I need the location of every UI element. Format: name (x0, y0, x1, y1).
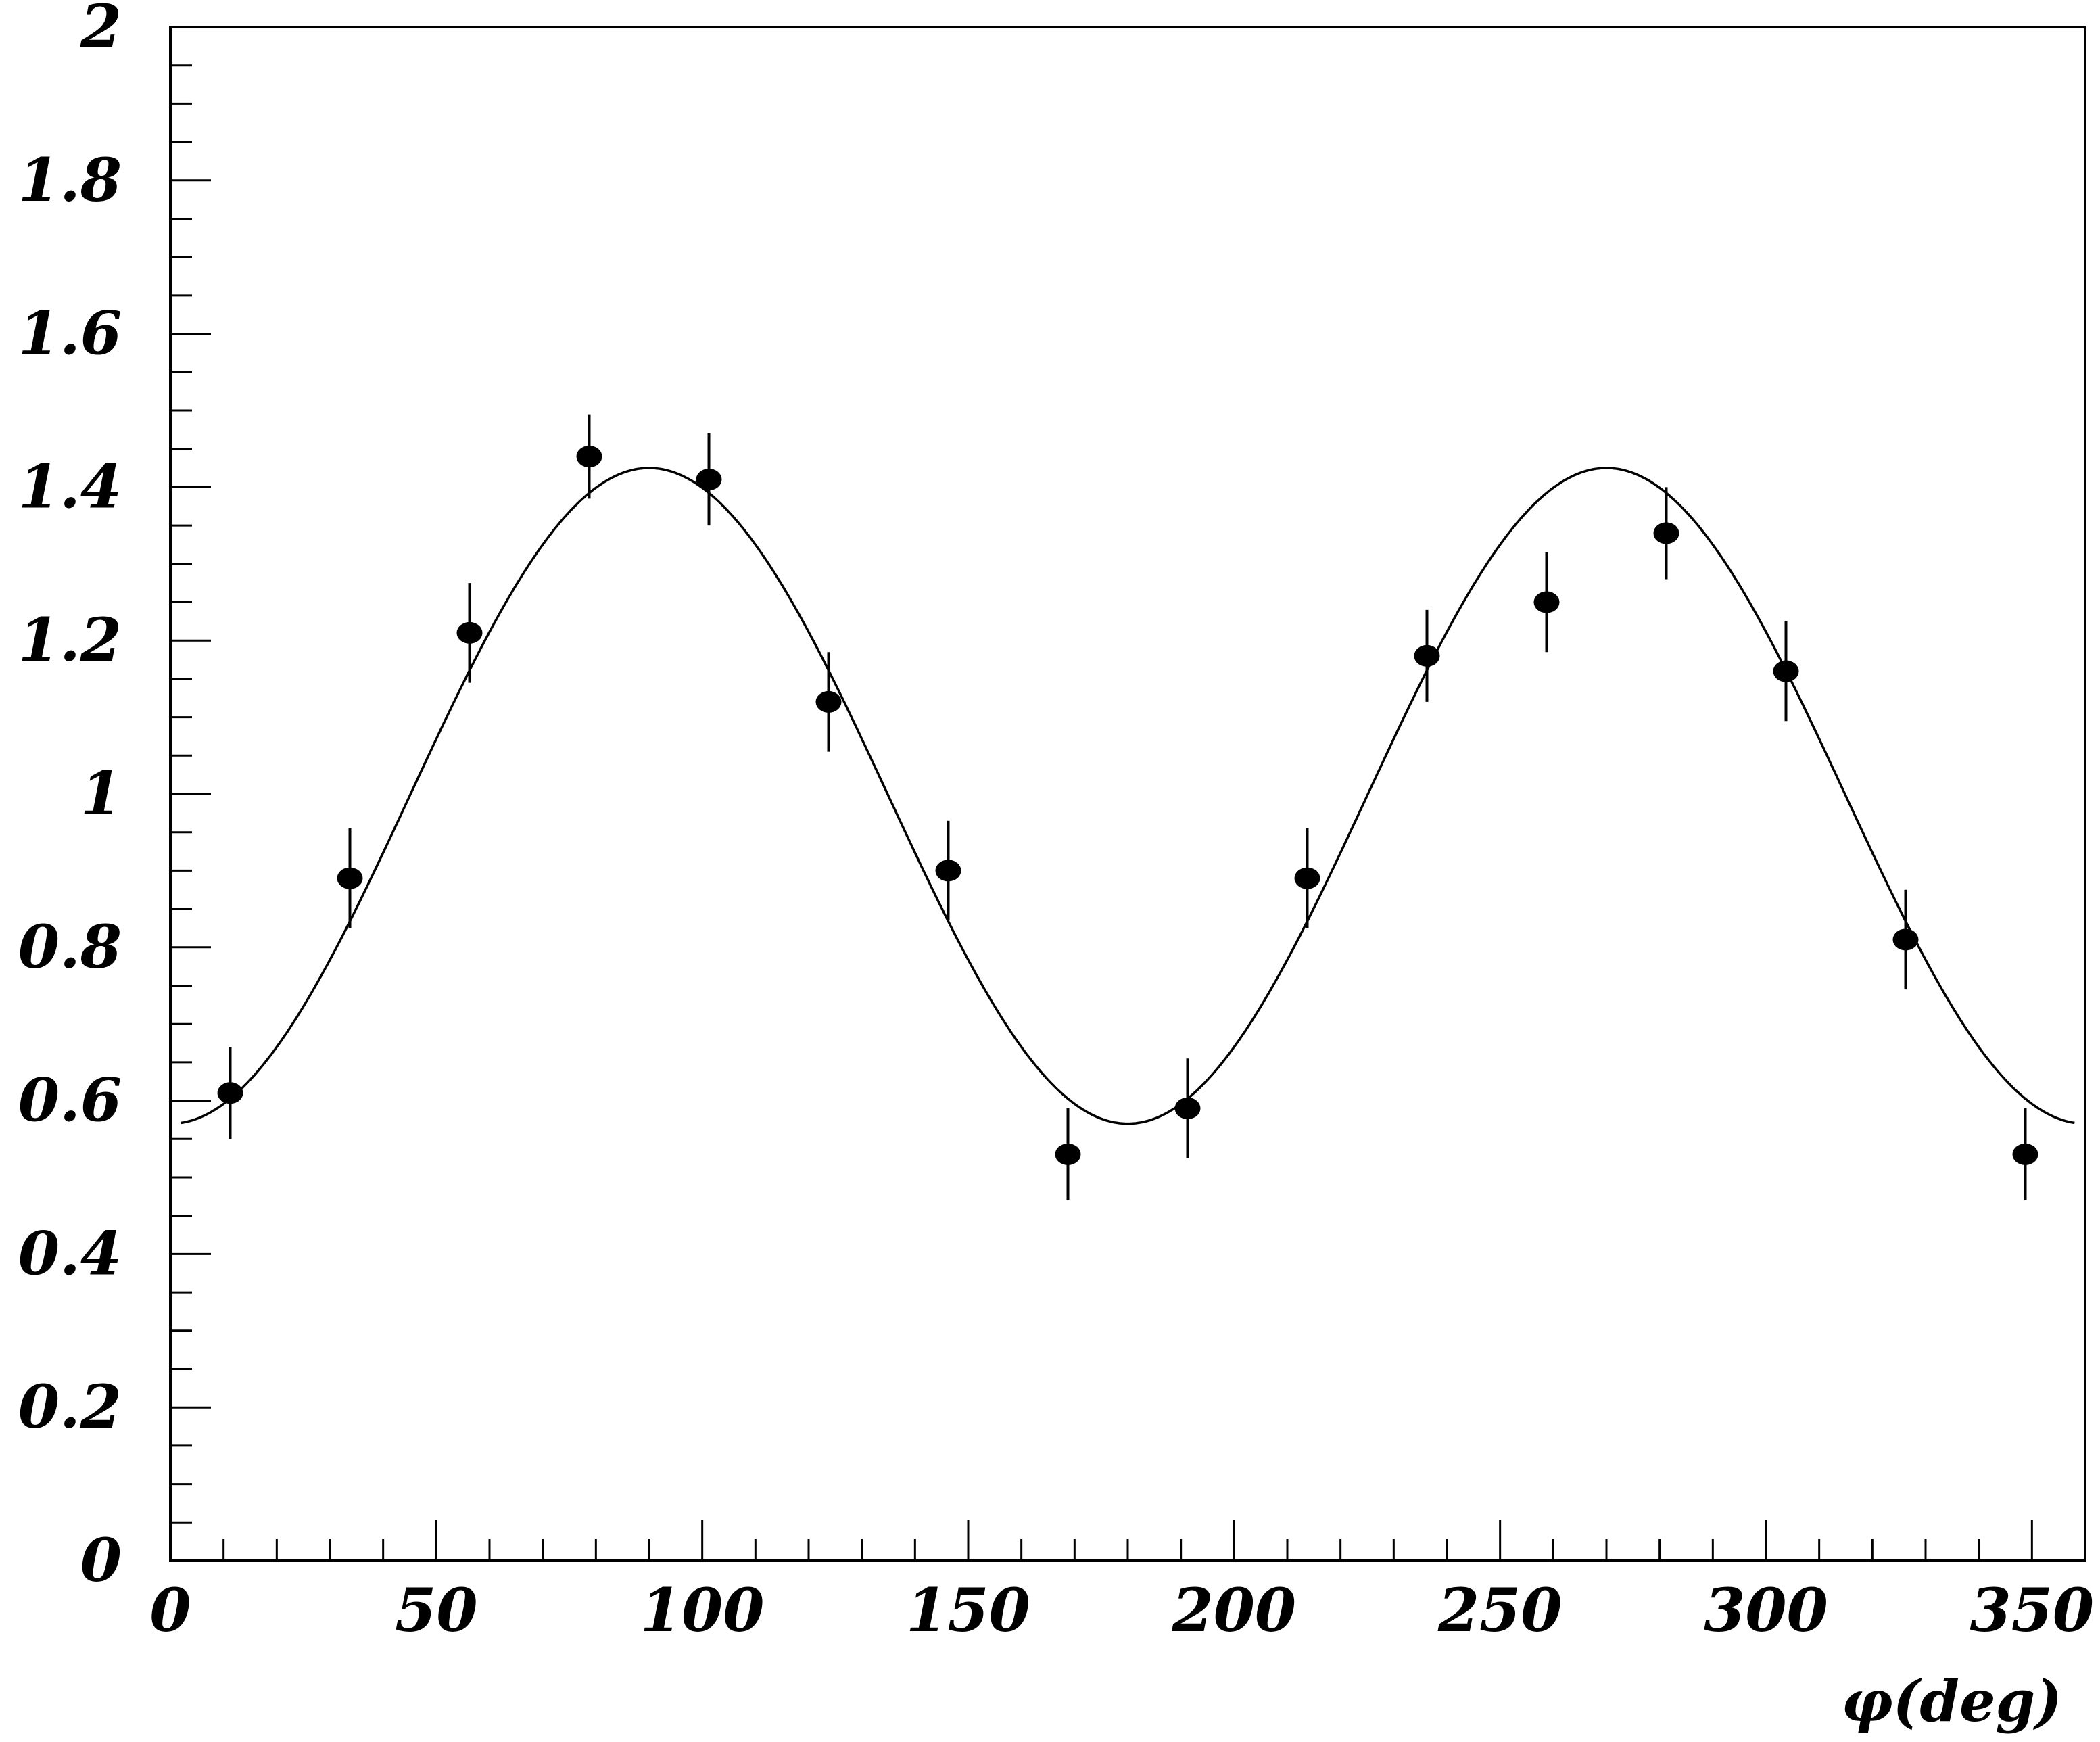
data-point (935, 860, 961, 882)
data-point (815, 690, 842, 713)
y-tick-label: 0.8 (18, 912, 122, 982)
y-tick-label: 0.2 (18, 1371, 122, 1442)
y-tick-label: 1.6 (18, 298, 122, 369)
data-point (696, 469, 722, 491)
y-tick-label: 1.8 (18, 145, 122, 215)
data-point (1773, 660, 1799, 682)
data-point (2012, 1143, 2038, 1165)
data-point (1294, 867, 1320, 889)
y-tick-label: 0 (80, 1525, 122, 1595)
y-tick-label: 0.4 (18, 1218, 122, 1288)
data-point (337, 867, 363, 889)
data-point (217, 1082, 243, 1104)
data-point (1174, 1097, 1201, 1119)
tick-labels-layer: 0 0.2 0.4 0.6 0.8 1 1.2 1.4 1.6 1.8 2 0 50 100 150 200 2… (18, 0, 2094, 1645)
data-point (1414, 644, 1440, 667)
data-point (456, 621, 483, 644)
y-tick-label: 1.2 (18, 605, 122, 675)
fit-curve (181, 467, 2075, 1125)
data-points-layer (217, 414, 2038, 1201)
x-tick-label: 150 (906, 1575, 1030, 1645)
fit-curve-layer (181, 467, 2075, 1125)
x-tick-label: 300 (1704, 1575, 1828, 1645)
data-point (1055, 1143, 1081, 1165)
x-tick-label: 50 (395, 1575, 477, 1645)
y-tick-label: 0.6 (18, 1065, 122, 1135)
x-tick-label: 100 (640, 1575, 765, 1645)
x-tick-label: 250 (1437, 1575, 1562, 1645)
x-tick-label: 350 (1970, 1575, 2094, 1645)
y-tick-label: 1.4 (18, 451, 122, 521)
data-point (1653, 522, 1679, 544)
x-tick-label: 200 (1171, 1575, 1296, 1645)
plot-area (169, 26, 2086, 1562)
data-point (1533, 591, 1560, 613)
y-tick-label: 2 (80, 0, 122, 62)
x-tick-label: 0 (149, 1575, 191, 1645)
data-point (576, 446, 602, 468)
data-point (1892, 928, 1919, 951)
x-axis-title: φ(deg) (1842, 1668, 2062, 1735)
y-tick-label: 1 (80, 758, 122, 828)
